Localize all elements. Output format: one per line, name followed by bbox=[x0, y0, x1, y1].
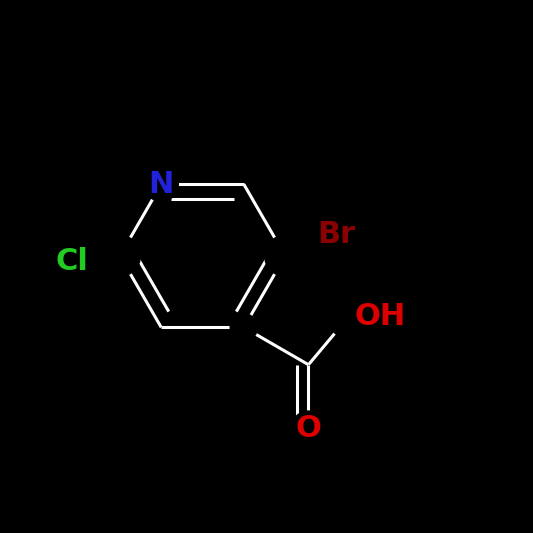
Circle shape bbox=[265, 236, 305, 276]
Circle shape bbox=[100, 236, 140, 276]
Circle shape bbox=[144, 167, 179, 201]
Text: N: N bbox=[149, 170, 174, 199]
Circle shape bbox=[230, 314, 257, 341]
Circle shape bbox=[327, 294, 372, 338]
Text: O: O bbox=[295, 414, 321, 442]
Text: Cl: Cl bbox=[55, 247, 88, 276]
Circle shape bbox=[292, 411, 326, 445]
Text: Br: Br bbox=[317, 220, 356, 249]
Text: OH: OH bbox=[354, 302, 406, 330]
